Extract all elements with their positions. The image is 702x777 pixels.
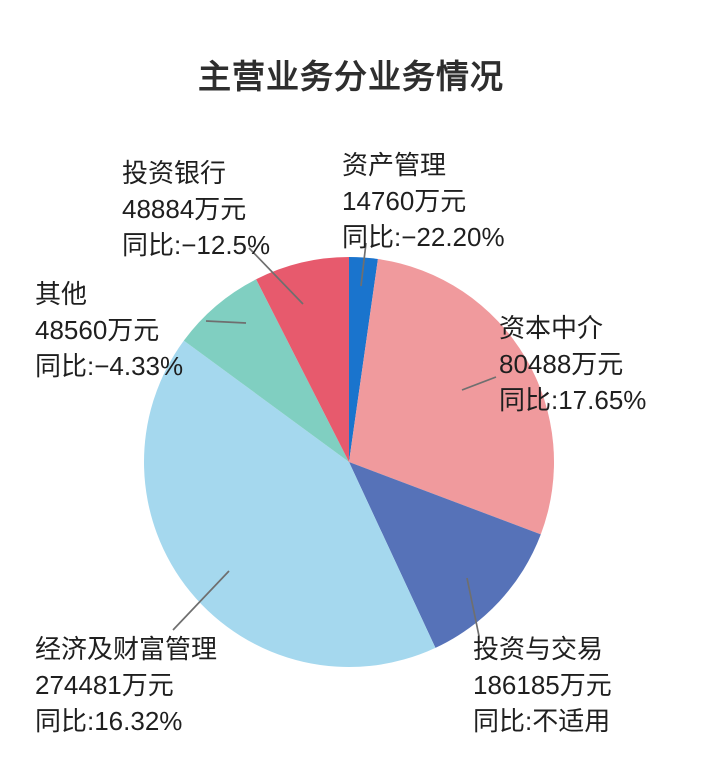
slice-value: 14760万元 xyxy=(342,186,467,216)
slice-label: 资本中介 xyxy=(499,313,604,343)
label-block-investment-trading: 投资与交易 186185万元 同比:不适用 xyxy=(473,631,612,739)
pie-slice-2 xyxy=(349,462,541,648)
slice-yoy: 同比:−12.5% xyxy=(122,230,271,260)
slice-yoy: 同比:17.65% xyxy=(499,385,647,415)
leader-line-capital-intermediary xyxy=(461,376,497,391)
leader-lines-group xyxy=(172,242,497,637)
slice-value: 48884万元 xyxy=(122,194,247,224)
pie-slices-group xyxy=(144,257,555,667)
slice-label: 资产管理 xyxy=(342,150,447,180)
pie-slice-5 xyxy=(256,257,349,462)
label-block-investment-banking: 投资银行 48884万元 同比:−12.5% xyxy=(122,155,270,263)
leader-line-asset-management xyxy=(360,242,367,287)
slice-yoy: 同比:不适用 xyxy=(473,706,611,736)
leader-line-other xyxy=(205,320,247,324)
slice-label: 经济及财富管理 xyxy=(35,634,218,664)
pie-slice-3 xyxy=(144,340,436,667)
slice-yoy: 同比:−4.33% xyxy=(35,351,184,381)
pie-slice-1 xyxy=(349,259,555,535)
label-block-wealth-management: 经济及财富管理 274481万元 同比:16.32% xyxy=(35,631,217,739)
slice-yoy: 同比:−22.20% xyxy=(342,222,505,252)
slice-label: 其他 xyxy=(35,279,88,309)
slice-value: 48560万元 xyxy=(35,315,160,345)
label-block-other: 其他 48560万元 同比:−4.33% xyxy=(35,276,183,384)
slice-label: 投资与交易 xyxy=(473,634,604,664)
leader-line-investment-trading xyxy=(466,577,480,637)
slice-yoy: 同比:16.32% xyxy=(35,706,183,736)
label-block-capital-intermediary: 资本中介 80488万元 同比:17.65% xyxy=(499,310,646,418)
leader-line-wealth-management xyxy=(172,570,230,631)
pie-slice-0 xyxy=(349,257,378,462)
pie-slice-4 xyxy=(183,279,349,462)
slice-label: 投资银行 xyxy=(122,158,227,188)
label-block-asset-management: 资产管理 14760万元 同比:−22.20% xyxy=(342,147,505,255)
leader-line-investment-banking xyxy=(248,247,304,305)
slice-value: 274481万元 xyxy=(35,670,174,700)
slice-value: 80488万元 xyxy=(499,349,624,379)
slice-value: 186185万元 xyxy=(473,670,612,700)
chart-title: 主营业务分业务情况 xyxy=(198,58,504,95)
